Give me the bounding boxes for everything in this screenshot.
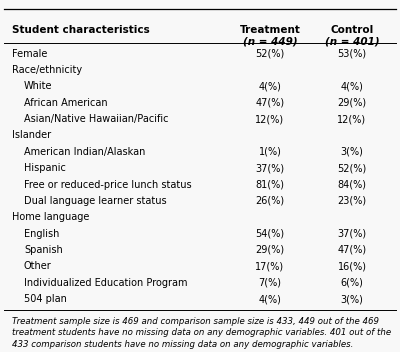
Text: 4(%): 4(%) [340,81,364,91]
Text: Treatment sample size is 469 and comparison sample size is 433, 449 out of the 4: Treatment sample size is 469 and compari… [12,317,379,326]
Text: Free or reduced-price lunch status: Free or reduced-price lunch status [24,180,192,189]
Text: Race/ethnicity: Race/ethnicity [12,65,82,75]
Text: 17(%): 17(%) [256,261,284,271]
Text: Spanish: Spanish [24,245,63,255]
Text: 47(%): 47(%) [256,98,284,108]
Text: 16(%): 16(%) [338,261,366,271]
Text: 81(%): 81(%) [256,180,284,189]
Text: (n = 401): (n = 401) [325,37,379,47]
Text: Dual language learner status: Dual language learner status [24,196,167,206]
Text: 84(%): 84(%) [338,180,366,189]
Text: 12(%): 12(%) [338,114,366,124]
Text: 433 comparison students have no missing data on any demographic variables.: 433 comparison students have no missing … [12,340,353,349]
Text: American Indian/Alaskan: American Indian/Alaskan [24,147,145,157]
Text: African American: African American [24,98,108,108]
Text: (n = 449): (n = 449) [243,37,297,47]
Text: Asian/Native Hawaiian/Pacific: Asian/Native Hawaiian/Pacific [24,114,168,124]
Text: 29(%): 29(%) [256,245,284,255]
Text: 37(%): 37(%) [338,229,366,239]
Text: 1(%): 1(%) [258,147,282,157]
Text: 504 plan: 504 plan [24,294,67,304]
Text: Female: Female [12,49,47,58]
Text: Other: Other [24,261,52,271]
Text: 6(%): 6(%) [340,278,364,288]
Text: 4(%): 4(%) [258,294,282,304]
Text: White: White [24,81,52,91]
Text: 29(%): 29(%) [338,98,366,108]
Text: Home language: Home language [12,212,89,222]
Text: Hispanic: Hispanic [24,163,66,173]
Text: 52(%): 52(%) [255,49,285,58]
Text: 7(%): 7(%) [258,278,282,288]
Text: 54(%): 54(%) [256,229,284,239]
Text: 23(%): 23(%) [338,196,366,206]
Text: 53(%): 53(%) [338,49,366,58]
Text: Control: Control [330,25,374,34]
Text: treatment students have no missing data on any demographic variables. 401 out of: treatment students have no missing data … [12,328,391,338]
Text: Student characteristics: Student characteristics [12,25,150,34]
Text: English: English [24,229,59,239]
Text: Islander: Islander [12,131,51,140]
Text: 12(%): 12(%) [256,114,284,124]
Text: 52(%): 52(%) [337,163,367,173]
Text: 47(%): 47(%) [338,245,366,255]
Text: 3(%): 3(%) [340,294,364,304]
Text: 3(%): 3(%) [340,147,364,157]
Text: 4(%): 4(%) [258,81,282,91]
Text: 26(%): 26(%) [256,196,284,206]
Text: Treatment: Treatment [240,25,300,34]
Text: 37(%): 37(%) [256,163,284,173]
Text: Individualized Education Program: Individualized Education Program [24,278,188,288]
